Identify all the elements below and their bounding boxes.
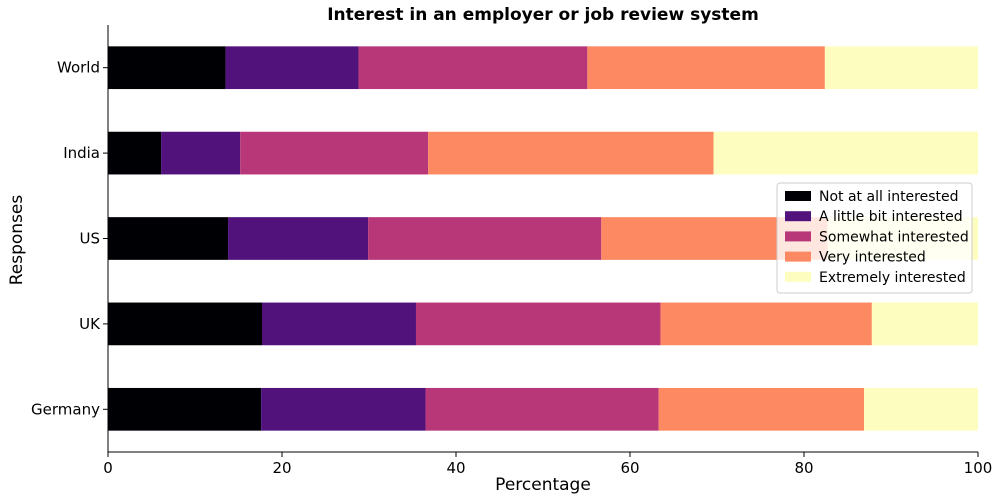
legend-label: Somewhat interested [819,229,969,245]
x-tick-label: 20 [272,459,291,477]
bar-india-series-4 [713,131,978,175]
x-tick-label: 80 [794,459,813,477]
bar-world-series-1 [225,46,359,90]
bar-germany-series-0 [108,387,262,431]
bar-india-series-0 [108,131,162,175]
bars-layer [108,46,978,431]
legend-label: A little bit interested [819,209,963,225]
y-tick-label: World [57,59,100,77]
legend-label: Not at all interested [819,189,959,205]
bar-germany-series-2 [425,387,659,431]
bar-world-series-2 [358,46,588,90]
bar-germany-series-3 [658,387,865,431]
bar-germany-series-1 [261,387,426,431]
bar-india-series-1 [161,131,241,175]
legend-swatch [785,191,811,201]
bar-us-series-1 [228,217,369,260]
bar-uk-series-3 [660,302,872,346]
y-tick-label: Germany [31,400,100,418]
bar-world-series-4 [824,46,978,90]
legend-swatch [785,211,811,222]
axes-layer: World India US UK Germany 0 20 40 60 80 100 [31,25,992,477]
y-axis-label: Responses [7,195,27,286]
x-axis-label: Percentage [495,475,591,495]
bar-us-series-0 [108,217,229,260]
y-tick-label: UK [79,315,101,333]
bar-uk-series-1 [261,302,416,346]
legend-frame [776,182,973,294]
x-tick-label: 100 [964,459,993,477]
x-tick-label: 60 [620,459,639,477]
bar-uk-series-2 [415,302,661,346]
legend-label: Very interested [819,250,926,266]
legend-swatch [785,231,811,242]
bar-india-series-3 [428,131,714,175]
bar-world-series-3 [587,46,825,90]
legend: Not at all interested A little bit intere… [776,182,973,294]
legend-label: Extremely interested [819,270,966,286]
bar-world-series-0 [108,46,226,90]
bar-uk-series-0 [108,302,262,346]
x-tick-label: 0 [103,459,113,477]
y-tick-label: US [79,230,100,248]
legend-swatch [785,251,811,262]
y-tick-label: India [63,144,100,162]
bar-india-series-2 [240,131,429,175]
bar-uk-series-4 [871,302,978,346]
bar-us-series-2 [368,217,602,260]
chart-title: Interest in an employer or job review sy… [327,5,759,25]
x-tick-label: 40 [446,459,465,477]
legend-swatch [785,271,811,282]
bar-germany-series-4 [864,387,978,431]
